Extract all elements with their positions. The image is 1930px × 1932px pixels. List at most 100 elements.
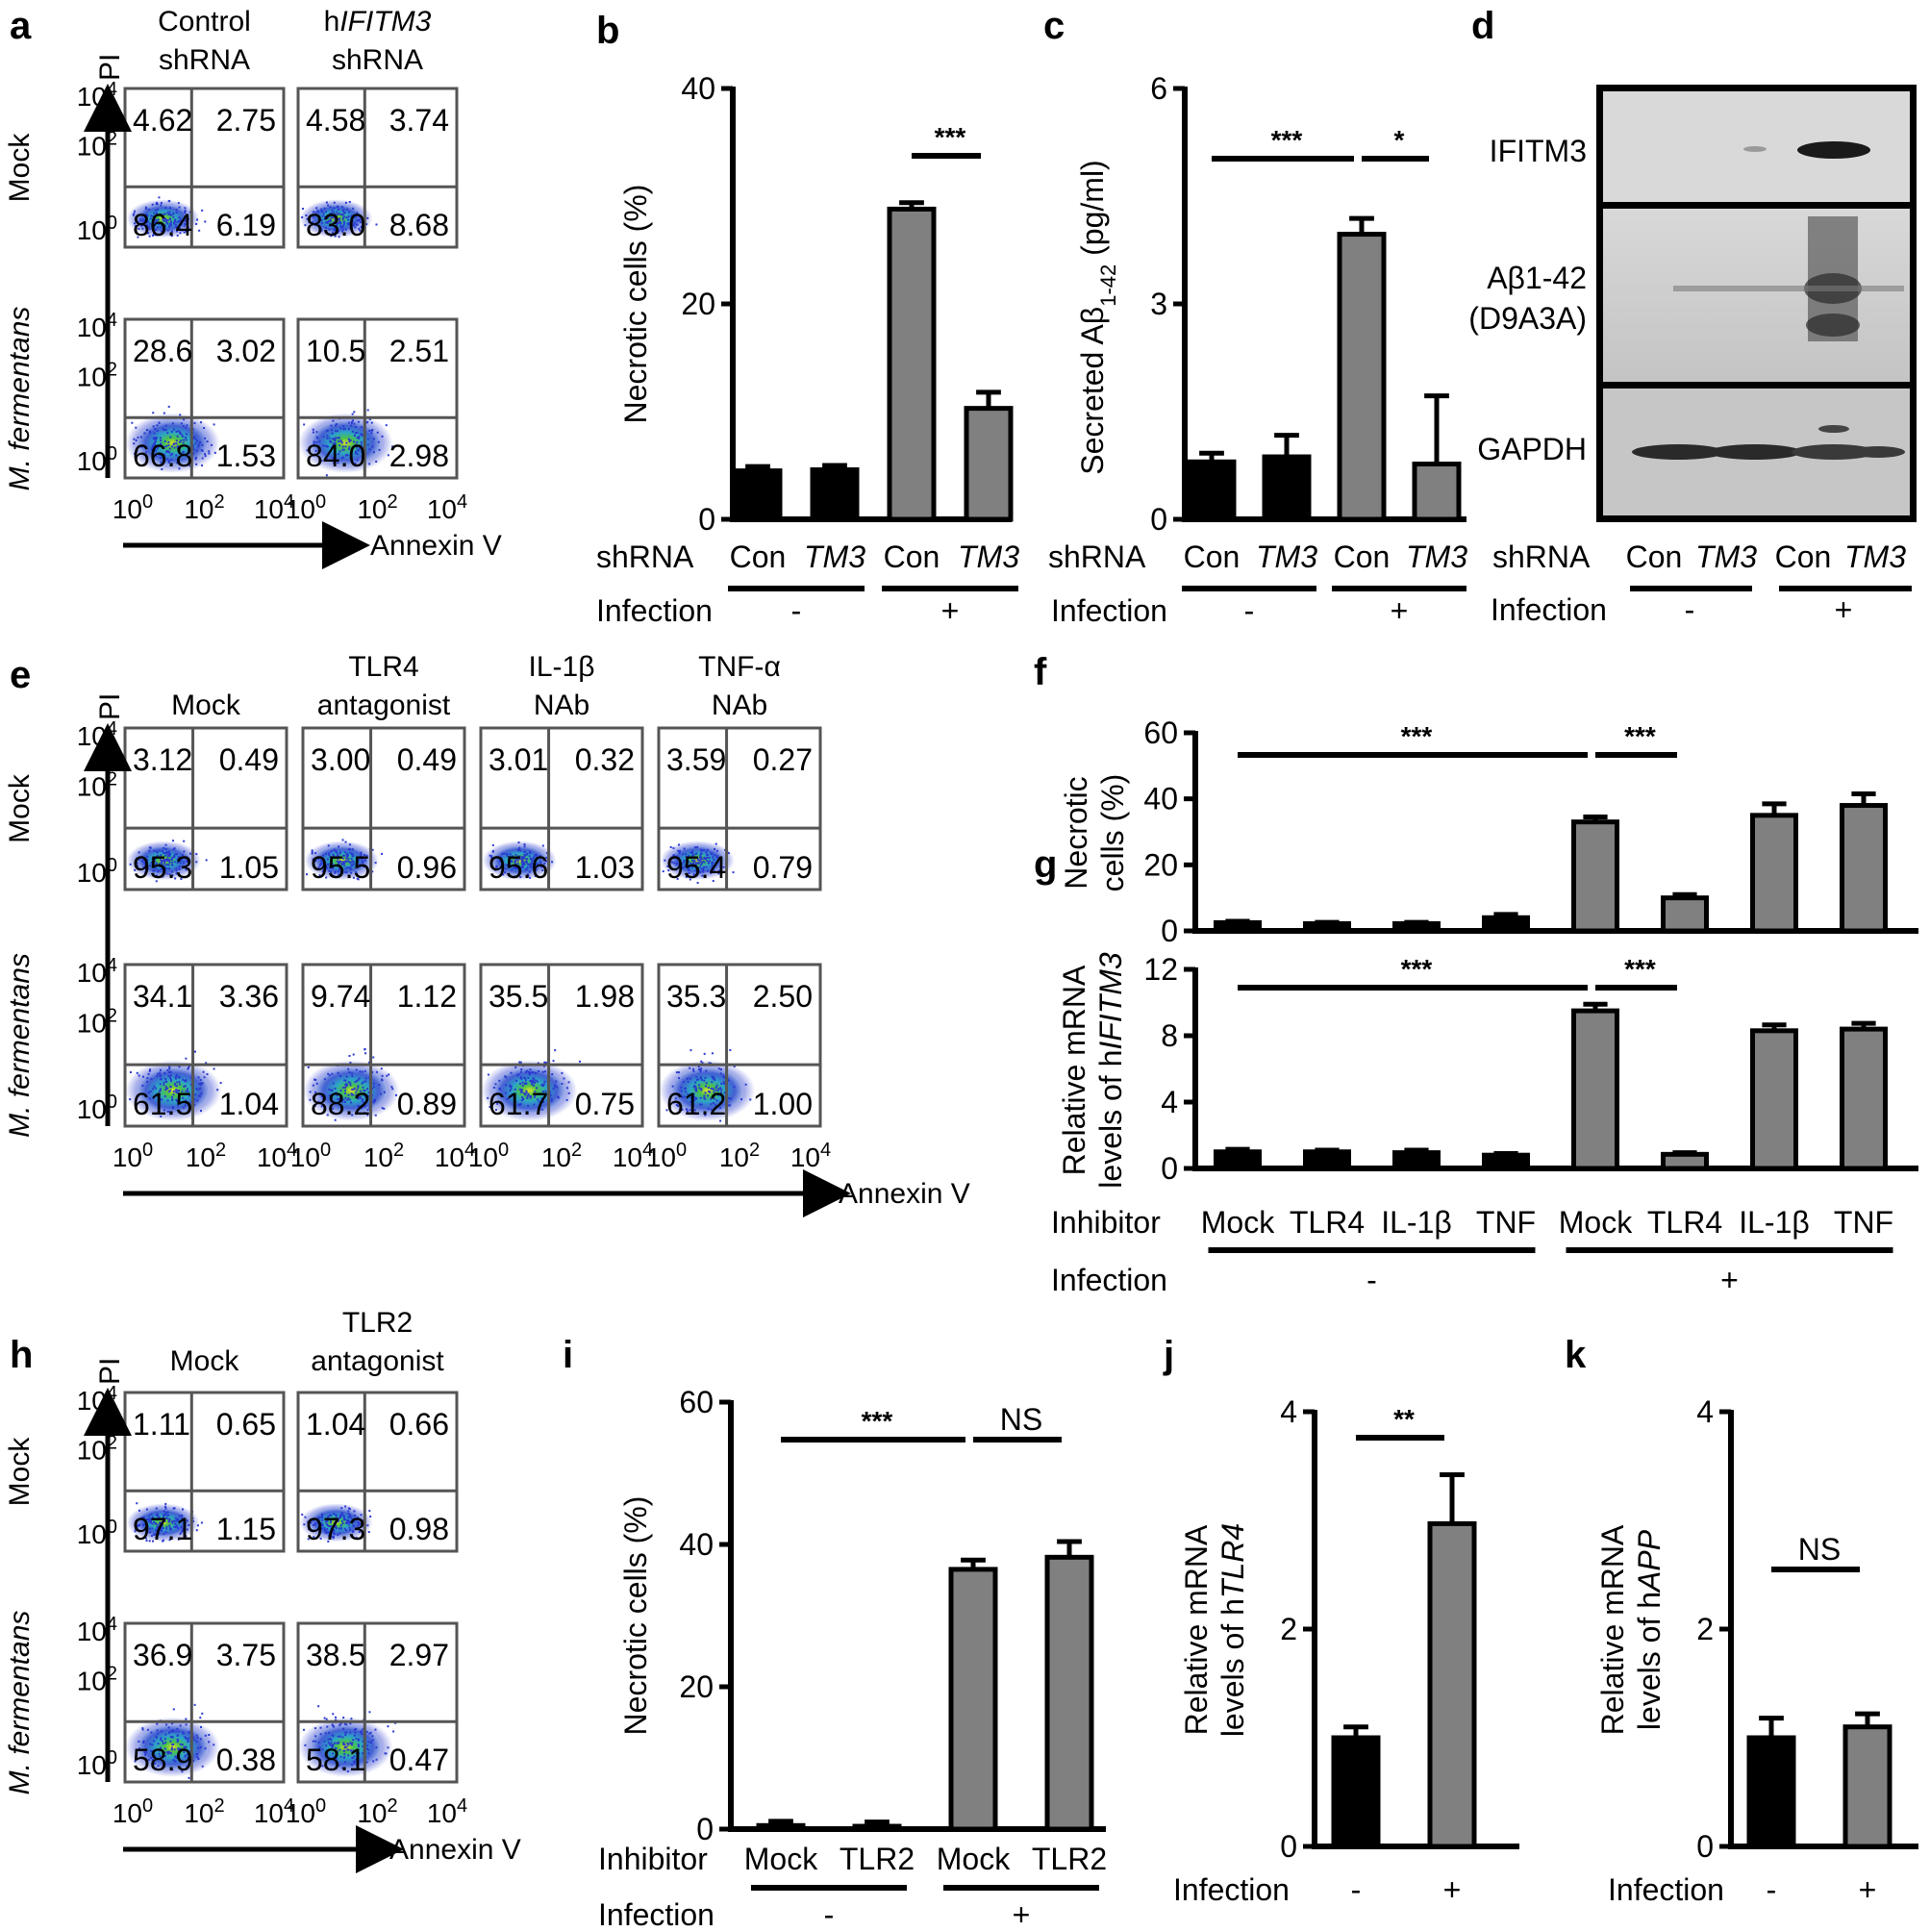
flow-plot-flow-h-0-dot — [155, 1514, 158, 1517]
flow-plot-flow-a-1-dot — [330, 216, 333, 219]
flow-plot-flow-h-2-dot — [175, 1757, 178, 1760]
flow-plot-flow-e-0-dot — [175, 869, 178, 872]
flow-plot-flow-e-4-q-lr: 1.04 — [219, 1087, 279, 1121]
flow-plot-flow-a-3-dot — [342, 425, 345, 428]
flow-plot-flow-e-2-dot — [515, 858, 518, 861]
flow-plot-flow-e-4-dot — [202, 1070, 205, 1073]
chart-i-bar-3 — [1044, 1554, 1094, 1832]
flow-plot-flow-a-0-dot — [154, 224, 157, 227]
flow-plot-flow-e-2-dot — [544, 860, 547, 863]
flow-plot-flow-e-0-dot — [161, 864, 163, 866]
flow-plot-flow-e-0-dot — [153, 849, 156, 852]
flow-plot-flow-e-3-dot — [683, 859, 686, 862]
chart-k-ytick-0: 0 — [1696, 1829, 1714, 1864]
flow-plot-flow-e-1-dot — [345, 871, 348, 874]
flow-plot-flow-a-1-dot — [325, 221, 328, 224]
flow-plot-flow-e-6-dot — [551, 1073, 554, 1076]
flow-h-col1-xtick-1-part: 2 — [388, 1795, 398, 1817]
flow-plot-flow-e-4-dot — [159, 1089, 162, 1091]
flow-h-pi-label: PI — [94, 1358, 126, 1385]
flow-plot-flow-a-3-dot — [341, 448, 344, 451]
flow-plot-flow-a-2-dot — [195, 463, 198, 465]
flow-plot-flow-e-7-dot — [705, 1069, 708, 1072]
flow-plot-flow-a-3-dot — [339, 427, 342, 430]
flow-plot-flow-e-3-dot — [700, 849, 703, 852]
flow-plot-flow-e-5-dot — [383, 1091, 386, 1093]
flow-plot-flow-e-3-dot — [687, 860, 689, 863]
flow-plot-flow-a-1-dot — [334, 229, 337, 232]
flow-a-col1-xtick-2: 104 — [427, 491, 467, 524]
flow-plot-flow-a-2-dot — [160, 461, 163, 464]
flow-plot-flow-e-0-dot — [163, 861, 166, 864]
flow-plot-flow-h-0-dot — [182, 1529, 185, 1532]
flow-plot-flow-e-1-dot — [344, 861, 347, 864]
flow-plot-flow-e-0-dot — [164, 854, 167, 857]
chart-g-sig-1: *** — [1624, 954, 1656, 984]
flow-plot-flow-e-0-dot — [129, 863, 132, 866]
flow-plot-flow-h-2-dot — [154, 1754, 157, 1757]
flow-plot-flow-a-1-dot — [347, 221, 350, 224]
flow-plot-flow-e-5-dot — [349, 1062, 352, 1065]
flow-e-title-0-0: Mock — [171, 690, 241, 721]
flow-plot-flow-e-0-dot — [173, 861, 176, 864]
flow-plot-flow-h-1-dot — [326, 1524, 329, 1527]
flow-plot-flow-a-1-dot — [334, 216, 337, 219]
flow-plot-flow-e-6-dot — [517, 1073, 520, 1076]
flow-plot-flow-h-3-dot — [375, 1746, 378, 1749]
flow-e-col1-xtick-2-part: 4 — [464, 1140, 475, 1161]
flow-plot-flow-e-3-dot — [701, 874, 704, 877]
flow-plot-flow-a-0-dot — [152, 220, 155, 223]
chart-k-sig-0: NS — [1798, 1532, 1841, 1567]
flow-plot-flow-h-0-dot — [147, 1518, 150, 1520]
flow-plot-flow-h-3-dot — [345, 1723, 348, 1726]
flow-plot-flow-e-6-dot — [521, 1096, 524, 1099]
flow-plot-flow-e-2-dot — [535, 854, 538, 857]
flow-plot-flow-h-2-dot — [145, 1751, 148, 1754]
flow-plot-flow-e-0-dot — [175, 866, 178, 869]
flow-plot-flow-e-6-dot — [530, 1095, 533, 1098]
flow-plot-flow-e-4-dot — [178, 1066, 181, 1068]
flow-plot-flow-e-1-dot — [338, 856, 341, 859]
flow-plot-flow-e-2-dot — [506, 853, 509, 856]
flow-plot-flow-e-3-dot — [719, 866, 722, 869]
flow-plot-flow-e-6-dot — [492, 1087, 495, 1090]
flow-e-col2-xtick-2-part: 4 — [642, 1140, 653, 1161]
flow-plot-flow-h-3-dot — [323, 1717, 326, 1719]
flow-plot-flow-e-7-dot — [727, 1097, 730, 1100]
flow-plot-flow-a-3-dot — [315, 436, 318, 439]
flow-plot-flow-a-2-dot — [180, 422, 183, 425]
flow-plot-flow-a-0-dot — [166, 212, 169, 214]
flow-plot-flow-e-2-dot — [530, 858, 533, 861]
flow-plot-flow-h-0-dot — [185, 1535, 188, 1538]
flow-e-col3-xtick-2: 104 — [790, 1140, 831, 1172]
flow-plot-flow-h-3-dot — [374, 1728, 377, 1731]
flow-plot-flow-a-0-dot — [195, 222, 198, 225]
flow-plot-flow-e-0-dot — [157, 870, 160, 873]
flow-plot-flow-e-5-dot — [361, 1070, 363, 1073]
flow-plot-flow-e-7-dot — [719, 1068, 722, 1071]
flow-plot-flow-a-0-dot — [138, 218, 141, 221]
flow-plot-flow-e-7-dot — [700, 1103, 703, 1106]
flow-plot-flow-e-0-dot — [141, 860, 144, 863]
flow-plot-flow-e-1-dot — [330, 870, 333, 873]
flow-plot-flow-a-2-dot — [170, 430, 173, 433]
flow-plot-flow-e-2-q-ur: 0.32 — [575, 742, 635, 777]
flow-plot-flow-e-0-dot — [153, 865, 156, 867]
flow-plot-flow-e-7-dot — [720, 1082, 723, 1085]
flow-plot-flow-h-0-dot — [136, 1536, 138, 1539]
flow-plot-flow-e-7-dot — [704, 1114, 707, 1117]
flow-plot-flow-e-1-dot — [318, 864, 321, 866]
flow-plot-flow-h-2-q-ll: 58.9 — [133, 1743, 192, 1777]
flow-plot-flow-a-0-dot — [169, 207, 172, 210]
flow-plot-flow-h-1-dot — [332, 1513, 335, 1516]
flow-plot-flow-h-1-dot — [358, 1531, 361, 1534]
flow-a-row0-ytick-1: 102 — [77, 128, 117, 161]
flow-plot-flow-e-4-dot — [147, 1091, 150, 1094]
flow-plot-flow-e-4-dot — [187, 1067, 189, 1070]
flow-plot-flow-a-2-dot — [151, 446, 154, 449]
flow-plot-flow-e-4-dot — [176, 1099, 179, 1102]
flow-plot-flow-e-2-dot — [529, 876, 532, 879]
flow-plot-flow-h-1-dot — [332, 1537, 335, 1540]
flow-plot-flow-h-2-dot — [193, 1739, 196, 1742]
flow-plot-flow-h-1-dot — [301, 1513, 304, 1516]
